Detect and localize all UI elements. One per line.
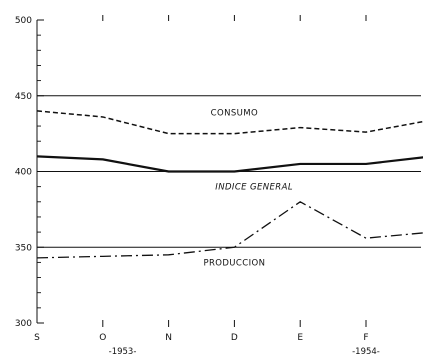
series-line-1 <box>36 155 423 173</box>
x-tick-label-O: O <box>99 333 106 343</box>
y-tick-label-500: 500 <box>15 16 32 26</box>
y-tick-label-400: 400 <box>15 168 32 178</box>
chart-labels: -1953- -1954- CONSUMO INDICE GENERAL PRODUCC… <box>109 108 380 357</box>
y-tick-label-450: 450 <box>15 92 32 102</box>
year-label-0: -1953- <box>109 347 137 357</box>
year-label-1: -1954- <box>352 347 380 357</box>
x-tick-label-E: E <box>297 333 303 343</box>
x-tick-label-F: F <box>363 333 368 343</box>
series-line-2 <box>36 201 423 259</box>
x-tick-label-N: N <box>165 333 172 343</box>
x-tick-label-S: S <box>34 333 40 343</box>
series-label-0: CONSUMO <box>211 108 258 118</box>
y-tick-label-300: 300 <box>15 319 32 329</box>
series-label-1: INDICE GENERAL <box>215 183 293 193</box>
x-tick-label-D: D <box>231 333 238 343</box>
series-lines <box>36 110 423 259</box>
chart-axes: 300 350 400 450 500 S O N D E F <box>15 15 369 343</box>
series-label-2: PRODUCCION <box>203 258 265 268</box>
y-tick-label-350: 350 <box>15 243 32 253</box>
